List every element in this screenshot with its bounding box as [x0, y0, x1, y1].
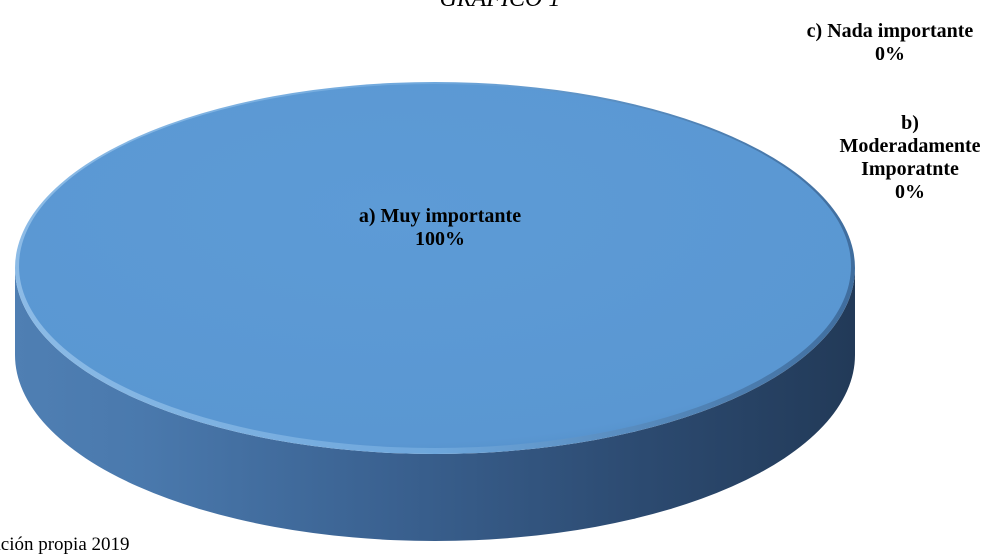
slice-label-line: Moderadamente: [839, 135, 981, 157]
slice-label-value: 100%: [415, 228, 465, 250]
chart-title: GRÁFICO 1: [350, 0, 650, 13]
slice-label-value: 0%: [875, 43, 905, 65]
slice-label-text: c) Nada importante: [806, 20, 974, 42]
slice-label-line: b): [901, 112, 919, 134]
slice-label-text: a) Muy importante: [358, 205, 522, 227]
slice-label-muy-importante: a) Muy importante 100%: [290, 205, 590, 251]
slice-label-value: 0%: [895, 181, 925, 203]
slice-label-nada-importante: c) Nada importante 0%: [770, 20, 1008, 66]
slice-label-text: b) Moderadamente Imporatnte: [800, 112, 1008, 181]
pie-slice-muy-importante: [19, 84, 851, 448]
source-note: ración propia 2019: [0, 534, 130, 555]
pie-slice-side: [15, 268, 855, 541]
slice-label-line: Imporatnte: [861, 158, 959, 180]
slice-label-moderadamente: b) Moderadamente Imporatnte 0%: [800, 112, 1008, 204]
